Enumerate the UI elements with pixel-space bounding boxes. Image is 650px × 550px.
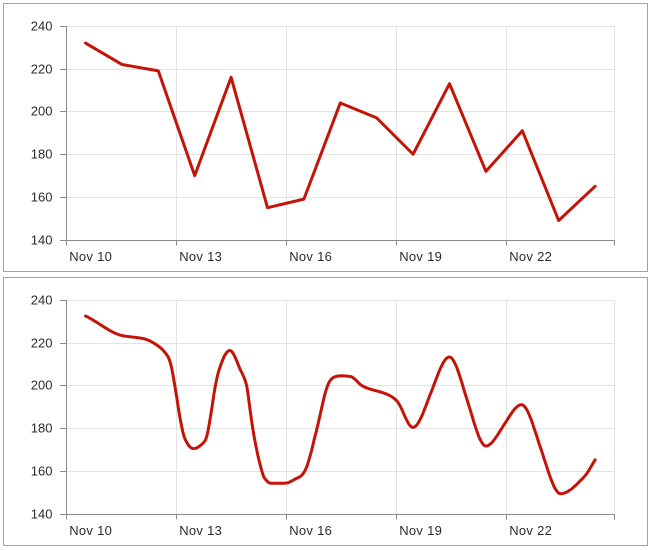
svg-text:180: 180	[31, 146, 53, 161]
svg-text:240: 240	[31, 292, 53, 307]
svg-text:140: 140	[31, 506, 53, 521]
svg-text:240: 240	[31, 18, 53, 33]
svg-text:Nov 19: Nov 19	[399, 523, 442, 538]
svg-text:Nov 10: Nov 10	[69, 249, 112, 264]
svg-text:Nov 10: Nov 10	[69, 523, 112, 538]
svg-text:220: 220	[31, 61, 53, 76]
svg-text:200: 200	[31, 103, 53, 118]
svg-text:Nov 22: Nov 22	[509, 523, 552, 538]
svg-text:160: 160	[31, 189, 53, 204]
svg-text:160: 160	[31, 463, 53, 478]
svg-text:Nov 16: Nov 16	[289, 523, 332, 538]
svg-text:140: 140	[31, 232, 53, 247]
svg-text:200: 200	[31, 377, 53, 392]
svg-text:Nov 16: Nov 16	[289, 249, 332, 264]
svg-text:Nov 19: Nov 19	[399, 249, 442, 264]
svg-text:220: 220	[31, 335, 53, 350]
svg-text:Nov 13: Nov 13	[179, 523, 222, 538]
svg-text:180: 180	[31, 420, 53, 435]
svg-text:Nov 13: Nov 13	[179, 249, 222, 264]
svg-text:Nov 22: Nov 22	[509, 249, 552, 264]
